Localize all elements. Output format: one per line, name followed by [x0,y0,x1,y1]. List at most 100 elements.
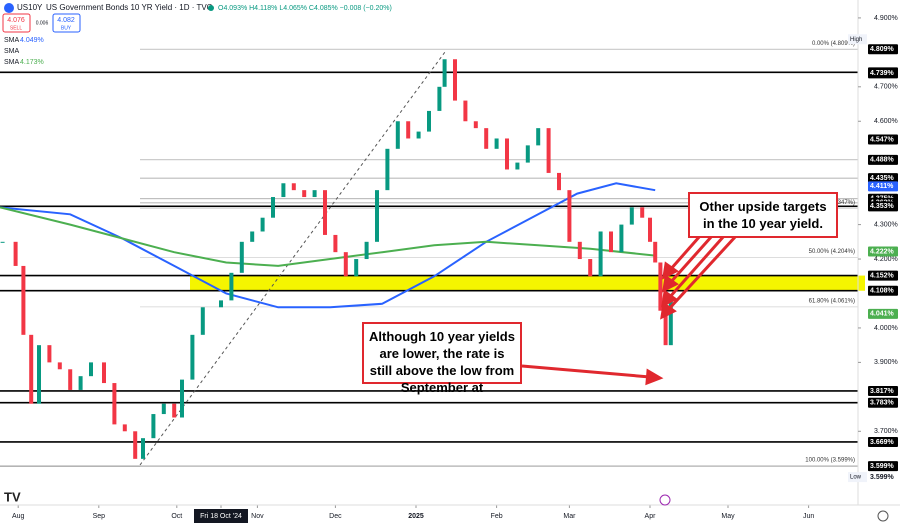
annotation: Other upside targets in the 10 year yiel… [688,192,838,238]
fib-label: (4.347%) [831,200,855,206]
candle [598,231,603,277]
fib-label: 100.00% (3.599%) [805,458,855,464]
candle [536,128,541,146]
settings-icon[interactable] [877,510,889,522]
candle [172,403,177,418]
price-badge-label: 4.488% [870,157,895,164]
x-tick-label: Jun [803,513,814,520]
candle [112,383,117,425]
price-badge [868,68,898,79]
candle [375,190,379,242]
candle [281,183,286,198]
candle [180,379,184,418]
price-badge [868,270,898,281]
candle [557,172,561,191]
price-badge-label: 3.669% [870,439,895,446]
candle [437,86,442,111]
x-tick-label: Mar [563,513,576,520]
sell-button[interactable] [2,13,31,33]
title: US Government Bonds 10 YR Yield · 1D · T… [46,3,213,12]
fib-label: 61.80% (4.061%) [809,299,855,305]
price-badge [868,308,898,319]
trend-line [139,51,446,466]
candle [648,217,652,242]
candle [302,190,307,198]
y-tick-label: 4.700% [874,84,898,91]
candle [663,310,668,346]
moving-average [0,206,656,267]
candle [629,207,634,225]
buy-price: 4.082 [57,17,75,24]
price-badge-label: 4.547% [870,136,895,143]
price-badge-label: 3.599% [870,474,895,481]
buy-button[interactable] [52,13,81,33]
buy-label: BUY [61,25,72,31]
candle [364,241,369,260]
candle [190,334,195,380]
candle [354,259,359,277]
candle [133,431,138,459]
price-badge-label: 4.222% [870,248,895,255]
price-badge [868,385,898,396]
ohlc: O4.093% H4.118% L4.065% C4.085% −0.008 (… [218,5,392,12]
candle [37,345,41,404]
sell-price: 4.076 [7,17,25,24]
price-badge-label: 3.599% [870,463,895,470]
price-badge [868,246,898,257]
candle [484,128,489,149]
candle [463,100,468,122]
status-dot [208,5,214,11]
x-tick-label: Aug [12,513,25,520]
indicator-name: SMA [4,48,20,55]
candle [406,121,411,139]
candle [219,300,223,308]
sell-label: SELL [10,25,22,31]
candle [161,403,166,415]
candle [546,128,551,173]
candle [333,234,338,253]
tag-bg [848,34,867,45]
crosshair-label-bg [194,509,248,523]
candle [312,190,317,198]
marks [0,59,673,459]
price-badge-label: 3.783% [870,400,895,407]
indicator-value: 4.173% [20,59,44,66]
candle [453,59,457,101]
candle [323,190,327,235]
price-badge-label: 4.411% [870,183,894,190]
candle [505,138,509,170]
price-tag: High [850,37,862,43]
price-badge [868,472,898,483]
candle [200,307,205,335]
price-badge-label: 3.817% [870,388,895,395]
indicator-name: SMA [4,37,20,44]
event-icon[interactable] [659,494,671,506]
annotation: Although 10 year yields are lower, the r… [362,322,522,395]
candle [395,121,400,149]
candle [343,252,348,277]
symbol-icon [4,3,14,13]
header: US10Y US Government Bonds 10 YR Yield · … [2,3,392,66]
y-tick-label: 3.900% [874,359,898,366]
candle [653,241,658,263]
y-tick-label: 4.300% [874,221,898,228]
candle [427,110,431,132]
fib-label: 50.00% (4.204%) [809,249,855,255]
price-badge-label: 4.041% [870,311,895,318]
x-tick-label: Fri 18 Oct '24 [200,513,242,520]
candle [141,438,145,459]
price-badge [868,173,898,184]
candle [89,362,93,377]
x-tick-label: Nov [251,513,264,520]
price-badge-label: 4.353% [870,203,895,210]
candle [250,231,255,242]
candle [577,241,582,260]
x-tick-label: 2025 [408,513,424,520]
candle [122,424,127,432]
candle [640,207,645,218]
candle [416,131,421,139]
candle [658,262,663,311]
candle [473,121,478,129]
